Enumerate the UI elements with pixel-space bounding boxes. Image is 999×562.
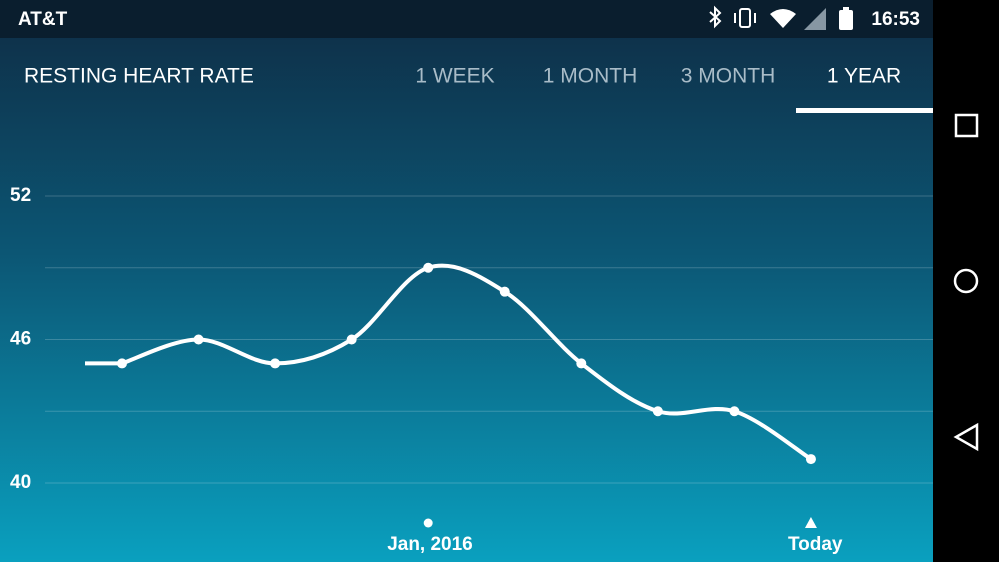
tab[interactable]: 1 YEAR — [827, 65, 901, 88]
today-marker — [804, 517, 817, 528]
tabs: 1 WEEK 1 MONTH 3 MONTH 1 YEAR — [415, 65, 933, 113]
point — [499, 286, 510, 297]
carrier: AT&T — [18, 9, 68, 30]
line — [121, 263, 813, 461]
x-tick-label: Today — [788, 534, 843, 555]
status-bar — [0, 0, 933, 38]
y-tick-label: 46 — [10, 329, 31, 350]
clock: 16:53 — [871, 9, 920, 30]
back-button[interactable] — [953, 422, 979, 452]
point — [652, 406, 663, 417]
chart: 52 46 40 Jan, 2016 Today — [10, 185, 933, 555]
tab[interactable]: 3 MONTH — [681, 65, 776, 88]
label-marker — [423, 518, 433, 528]
header-title: RESTING HEART RATE — [24, 65, 254, 88]
x-tick-label: Jan, 2016 — [387, 534, 473, 555]
point — [423, 262, 434, 273]
tab[interactable]: 1 MONTH — [543, 65, 638, 88]
background — [0, 0, 933, 562]
y-tick-label: 52 — [10, 185, 31, 206]
point — [576, 358, 587, 369]
point — [729, 406, 740, 417]
tab[interactable]: 1 WEEK — [415, 65, 494, 88]
recents-button[interactable] — [954, 113, 979, 138]
point — [193, 334, 204, 345]
point — [270, 358, 281, 369]
point — [346, 334, 357, 345]
point — [805, 454, 816, 465]
status-icons — [709, 5, 853, 30]
tab-indicator — [796, 108, 933, 113]
home-button[interactable] — [953, 268, 979, 294]
point — [117, 358, 127, 369]
y-tick-label: 40 — [10, 472, 31, 493]
nav-bar — [933, 0, 999, 562]
